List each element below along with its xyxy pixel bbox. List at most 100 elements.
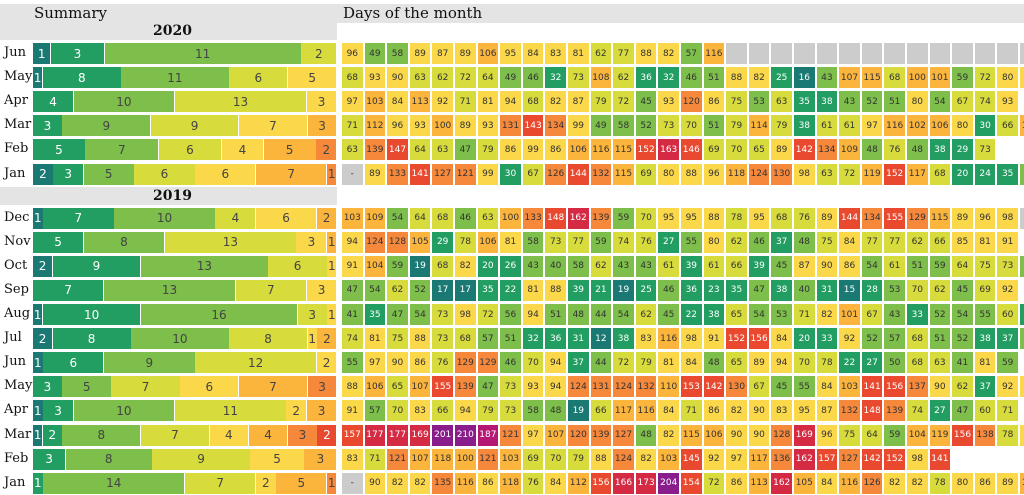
day-cell: 66 (929, 231, 951, 253)
day-cell: 204 (658, 472, 679, 494)
day-cell: 82 (658, 424, 679, 446)
summary-segment: 9 (62, 115, 151, 137)
day-cell: 95 (748, 207, 770, 229)
day-cell: 82 (387, 472, 408, 494)
day-cell: 93 (409, 115, 431, 137)
day-cell: 130 (726, 376, 747, 398)
day-cell: 86 (703, 400, 725, 422)
day-cell: 43 (635, 255, 657, 277)
month-label: May (4, 69, 33, 85)
day-cell: 72 (613, 91, 634, 113)
day-cell: 70 (726, 139, 747, 161)
day-cell: 103 (839, 376, 860, 398)
summary-segment: 3 (33, 448, 66, 470)
day-cell: 90 (387, 352, 408, 374)
day-cell: 116 (455, 472, 476, 494)
day-cell: 156 (952, 424, 973, 446)
day-cell: 59 (613, 207, 634, 229)
day-cell: 80 (952, 472, 973, 494)
summary-segment: 9 (152, 448, 250, 470)
day-cell: 27 (861, 352, 883, 374)
day-cell: 88 (590, 448, 612, 470)
day-cell: 68 (771, 207, 792, 229)
day-cell: 17 (432, 279, 453, 301)
day-cell: 156 (748, 328, 770, 350)
summary-segment: 5 (263, 139, 316, 161)
day-cell: 74 (342, 328, 363, 350)
day-cell: 39 (568, 279, 589, 301)
day-cell: 87 (432, 43, 453, 64)
day-cell: 155 (884, 207, 905, 229)
day-cell: 38 (974, 328, 996, 350)
month-label: Jan (4, 474, 26, 490)
day-cell: 38 (613, 328, 634, 350)
day-cell: 82 (409, 472, 431, 494)
day-cell: 46 (522, 67, 544, 89)
day-cell: 97 (364, 352, 386, 374)
day-cell: 52 (409, 279, 431, 301)
day-cell: 98 (794, 163, 815, 185)
header-bar (0, 4, 1024, 23)
day-cell: 94 (455, 400, 476, 422)
summary-segment: 7 (255, 163, 327, 185)
summary-segment: 2 (317, 328, 337, 350)
day-cell: 25 (635, 279, 657, 301)
month-label: Mar (4, 426, 32, 442)
day-cell: 129 (907, 207, 928, 229)
summary-segment: 2 (33, 255, 53, 277)
day-cell: 88 (703, 207, 725, 229)
summary-segment: 7 (238, 376, 308, 398)
day-cell: 55 (974, 304, 996, 325)
day-cell: 127 (432, 163, 453, 185)
summary-segment: 8 (65, 448, 152, 470)
day-cell (839, 43, 860, 64)
summary-segment: 10 (73, 400, 175, 422)
day-cell: 58 (522, 231, 544, 253)
day-cell: 90 (748, 400, 770, 422)
summary-segment: 6 (268, 255, 327, 277)
day-cell: 152 (726, 328, 747, 350)
day-cell: 66 (590, 400, 612, 422)
day-cell: 39 (681, 255, 702, 277)
day-cell: 80 (907, 91, 928, 113)
day-cell: 64 (952, 255, 973, 277)
day-cell: 62 (929, 279, 951, 301)
day-cell: 94 (522, 304, 544, 325)
day-cell: 19 (568, 400, 589, 422)
month-label: Jun (4, 45, 26, 60)
day-cell: 75 (726, 91, 747, 113)
day-cell: 20 (477, 255, 499, 277)
summary-segment: 13 (103, 279, 236, 301)
summary-segment: 3 (43, 400, 74, 422)
day-cell: 68 (455, 328, 476, 350)
day-cell: 51 (929, 328, 951, 350)
day-cell: 92 (997, 376, 1018, 398)
summary-header: Summary (34, 4, 107, 22)
summary-segment: 6 (180, 376, 239, 398)
day-cell: 35 (726, 279, 747, 301)
day-cell: 116 (884, 115, 905, 137)
month-label: Nov (4, 233, 31, 249)
day-cell: 98 (1020, 376, 1024, 398)
month-label: Oct (4, 257, 28, 273)
day-cell: 110 (658, 376, 679, 398)
day-cell: 46 (658, 279, 679, 301)
day-cell: 109 (839, 139, 860, 161)
day-cell: 73 (658, 115, 679, 137)
day-cell: 53 (771, 304, 792, 325)
day-cell: 144 (568, 163, 589, 185)
day-cell: 73 (500, 400, 521, 422)
day-cell: 142 (861, 448, 883, 470)
day-cell: 118 (432, 448, 453, 470)
day-cell: 22 (839, 352, 860, 374)
day-cell: 117 (907, 163, 928, 185)
day-cell: 68 (342, 67, 363, 89)
day-cell: 62 (726, 231, 747, 253)
day-cell: 153 (681, 376, 702, 398)
day-cell: 71 (342, 115, 363, 137)
day-cell: 29 (432, 231, 453, 253)
summary-segment: 8 (42, 67, 121, 89)
day-cell: 65 (726, 304, 747, 325)
day-cell: 124 (613, 376, 634, 398)
day-cell: 115 (929, 207, 951, 229)
